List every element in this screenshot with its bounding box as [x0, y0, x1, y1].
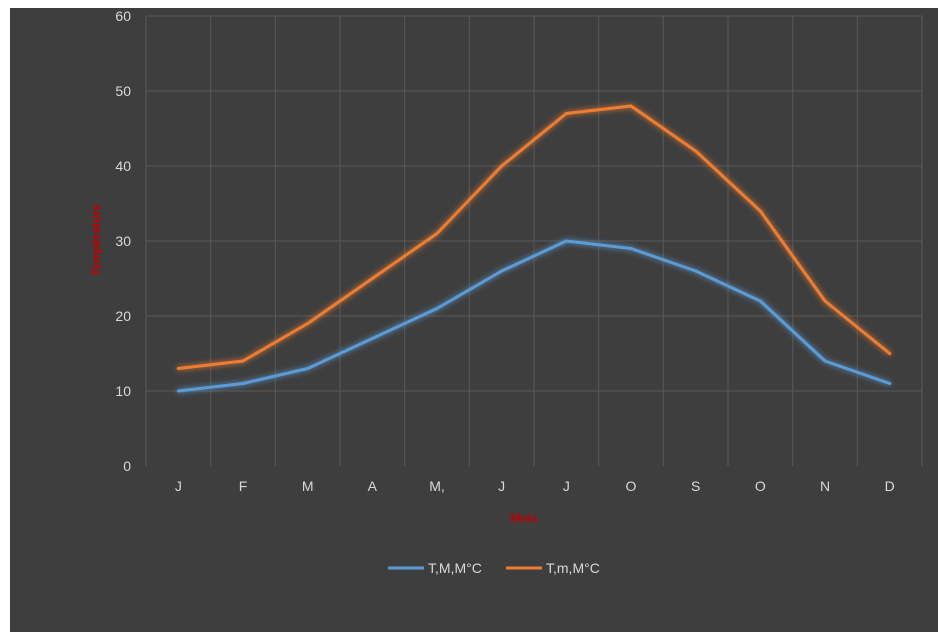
x-tick-label: N	[820, 478, 830, 494]
x-tick-label: M,	[429, 478, 445, 494]
x-axis-title: Mois	[510, 511, 538, 525]
y-tick-label: 30	[115, 233, 131, 249]
x-tick-label: J	[563, 478, 570, 494]
series-1-point	[241, 382, 245, 385]
chart-area	[10, 8, 938, 632]
series-1-point	[888, 382, 892, 385]
series-2-point	[241, 359, 245, 363]
series-line-1	[176, 239, 892, 393]
series-2-point	[564, 112, 568, 115]
legend-label-2: T,m,M°C	[546, 560, 600, 576]
series-1-point	[500, 269, 504, 273]
series-2-point	[758, 209, 762, 213]
series-1-point	[758, 299, 762, 303]
y-tick-label: 20	[115, 308, 131, 324]
series-2-point	[888, 352, 892, 355]
series-2-point	[370, 277, 374, 280]
y-tick-label: 40	[115, 158, 131, 174]
series-layer	[176, 104, 892, 393]
series-1-point	[564, 239, 568, 243]
series-1-point	[176, 389, 180, 393]
y-axis-ticks: 0 10 20 30 40 50 60	[115, 8, 131, 474]
series-2-point	[500, 164, 504, 168]
x-tick-label: D	[885, 478, 895, 494]
series-2-point	[694, 149, 698, 153]
series-2-point	[435, 232, 439, 235]
legend-label-1: T,M,M°C	[428, 560, 482, 576]
x-tick-label: J	[175, 478, 182, 494]
y-axis-title: Température	[89, 204, 103, 276]
x-tick-label: J	[498, 478, 505, 494]
series-1-point	[370, 337, 374, 340]
x-tick-label: O	[626, 478, 637, 494]
x-tick-label: M	[302, 478, 314, 494]
legend: T,M,M°C T,m,M°C	[388, 560, 600, 576]
series-1-point	[306, 367, 310, 370]
x-tick-label: S	[691, 478, 700, 494]
series-2-point	[823, 299, 827, 303]
y-tick-label: 10	[115, 383, 131, 399]
y-tick-label: 60	[115, 8, 131, 24]
y-tick-label: 50	[115, 83, 131, 99]
series-2-point	[629, 104, 633, 108]
series-1-point	[435, 307, 439, 310]
x-axis-ticks: J F M A M, J J O S O N D	[175, 478, 895, 494]
series-2-point	[306, 322, 310, 325]
series-line-2	[176, 104, 892, 370]
series-2-point	[176, 367, 180, 370]
y-tick-label: 0	[123, 458, 131, 474]
series-1-point	[694, 269, 698, 273]
series-1-point	[823, 359, 827, 363]
x-tick-label: O	[755, 478, 766, 494]
series-1-point	[629, 247, 633, 250]
x-tick-label: A	[368, 478, 378, 494]
x-tick-label: F	[239, 478, 248, 494]
gridlines	[145, 15, 923, 466]
